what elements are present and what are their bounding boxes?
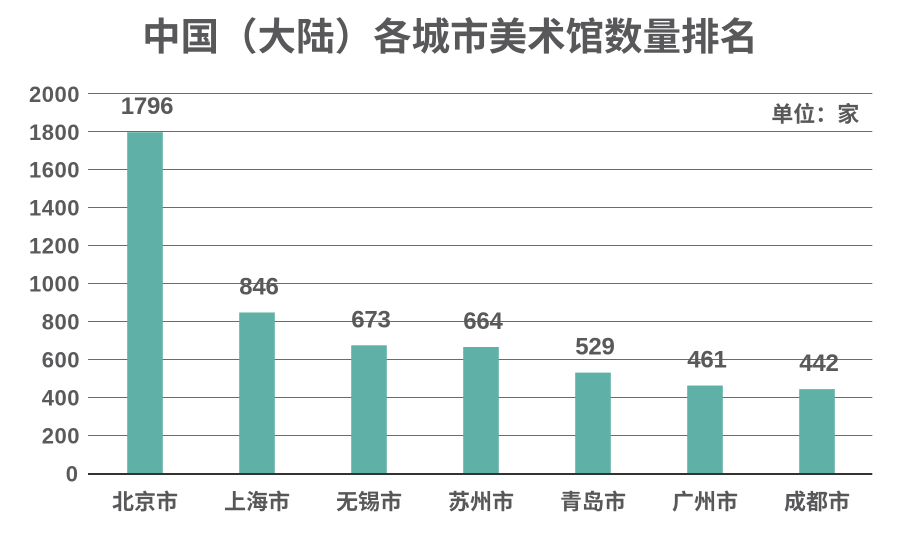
svg-text:1796: 1796 bbox=[121, 93, 174, 120]
svg-text:400: 400 bbox=[42, 385, 80, 410]
svg-text:1400: 1400 bbox=[29, 196, 80, 221]
svg-text:529: 529 bbox=[575, 334, 614, 361]
svg-text:1200: 1200 bbox=[29, 234, 80, 259]
svg-text:0: 0 bbox=[66, 461, 79, 486]
svg-text:2000: 2000 bbox=[29, 82, 80, 107]
svg-text:673: 673 bbox=[351, 306, 390, 333]
svg-text:846: 846 bbox=[239, 273, 278, 300]
svg-text:1600: 1600 bbox=[29, 158, 80, 183]
svg-text:800: 800 bbox=[42, 310, 80, 335]
svg-text:664: 664 bbox=[463, 308, 503, 335]
svg-text:1000: 1000 bbox=[29, 272, 80, 297]
svg-text:1800: 1800 bbox=[29, 120, 80, 145]
svg-text:442: 442 bbox=[799, 350, 838, 377]
svg-text:200: 200 bbox=[42, 423, 80, 448]
svg-text:461: 461 bbox=[687, 347, 726, 374]
svg-text:600: 600 bbox=[42, 347, 80, 372]
